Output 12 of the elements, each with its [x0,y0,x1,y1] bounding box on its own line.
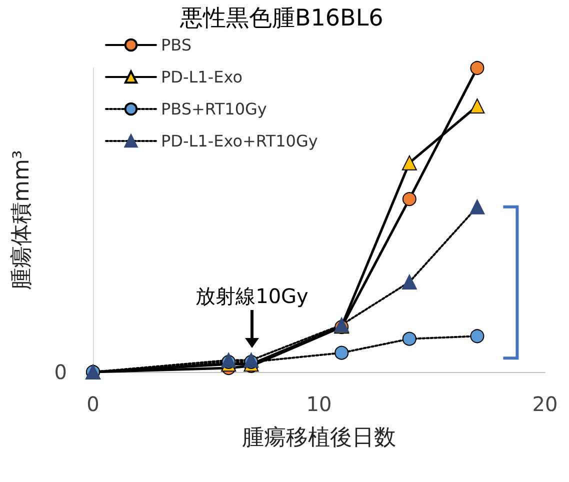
x-tick-label: 0 [86,392,100,416]
text: 0 [54,360,67,384]
legend-label: PBS+RT10Gy [161,100,267,118]
legend-label: PBS [161,36,192,54]
legend-label: PD-L1-Exo+RT10Gy [161,132,318,150]
x-axis-title: 腫瘍移植後日数 [242,426,396,450]
x-tick-label: 10 [306,392,332,416]
y-axis-title: 腫瘍体積mm³ [10,150,34,290]
x-tick-label: 20 [532,392,558,416]
chart-title: 悪性黒色腫B16BL6 [179,6,384,32]
annotation: 放射線10Gy [196,284,309,308]
legend-label: PD-L1-Exo [161,68,242,86]
